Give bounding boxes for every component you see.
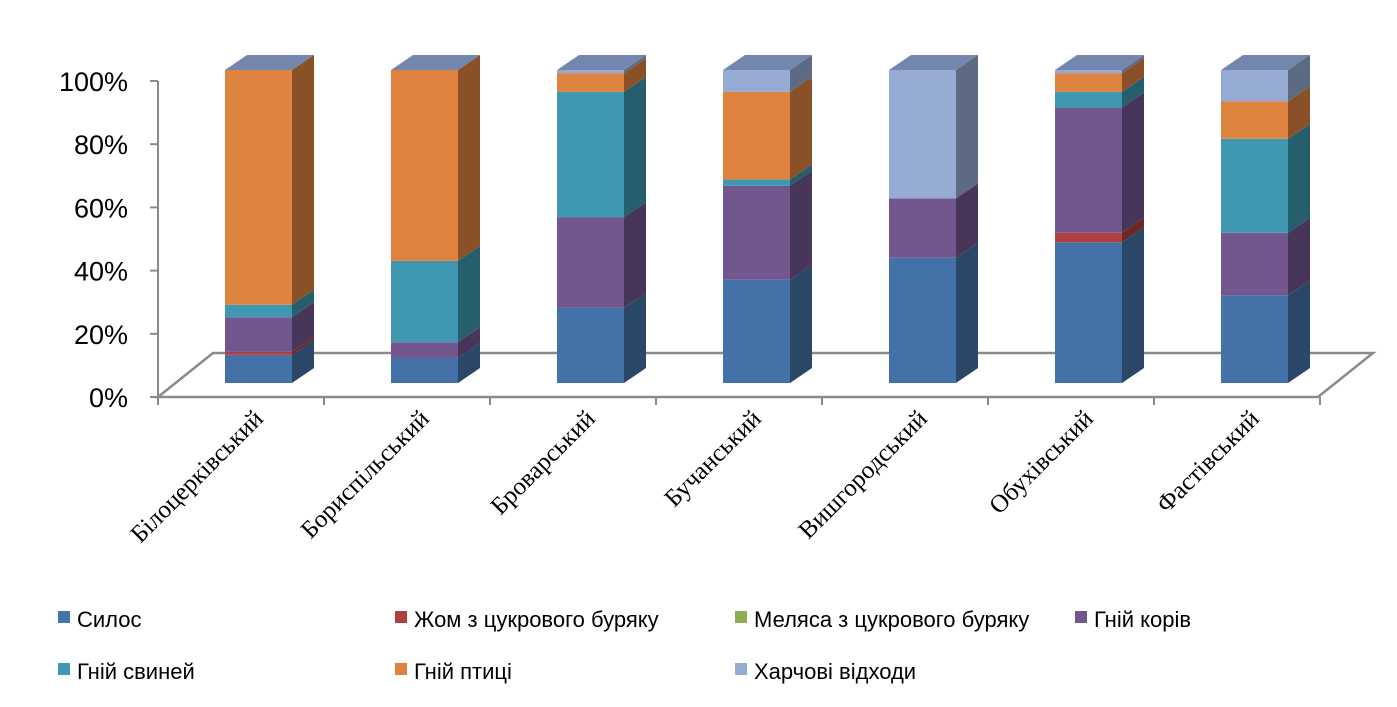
bar-segment [723,171,812,280]
legend-label: Силос [77,607,142,632]
x-tick-label: Бориспільський [296,405,435,544]
x-tick-label: Бучанський [659,405,766,512]
bar-stack [889,55,978,383]
legend-swatch [735,663,747,675]
bar-stack [557,55,646,383]
legend-swatch [395,663,407,675]
x-tick-label: Обухівський [984,405,1098,519]
bar-segment [1221,280,1310,383]
legend-item: Гній свиней [58,659,195,684]
legend-swatch [58,663,70,675]
bar-segment [225,55,314,305]
bar-stack [723,55,812,383]
x-tick-label: Білоцерківський [126,405,269,548]
bar-stack [1055,55,1144,383]
x-tick-label: Фастівський [1152,405,1265,518]
legend-item: Харчові відходи [735,659,916,684]
bar-stack [1221,55,1310,383]
legend-item: Гній корів [1075,607,1191,632]
bar-segment [557,77,646,217]
y-tick-label: 60% [74,193,128,223]
y-tick-label: 100% [59,67,128,97]
legend-label: Гній птиці [414,659,512,684]
x-tick-label: Вишгородський [794,405,933,544]
bar-stack [225,55,314,383]
legend-item: Силос [58,607,142,632]
bars [225,55,1310,383]
stacked-bar-chart: 0% 20% 40% 60% 80% 100% Білоцерківський Борисп… [0,0,1397,707]
bar-segment [723,265,812,383]
legend: Силос Жом з цукрового буряку Меляса з цукр… [58,607,1191,684]
bar-segment [889,55,978,198]
legend-swatch [735,611,747,623]
x-axis-labels: Білоцерківський Бориспільський Броварський… [126,405,1265,548]
x-tick-label: Броварський [486,405,601,520]
y-tick-label: 0% [89,383,128,413]
bar-segment [391,55,480,261]
legend-label: Гній корів [1094,607,1191,632]
legend-label: Меляса з цукрового буряку [754,607,1029,632]
legend-swatch [395,611,407,623]
legend-item: Меляса з цукрового буряку [735,607,1029,632]
y-tick-label: 20% [74,320,128,350]
legend-item: Жом з цукрового буряку [395,607,659,632]
bar-segment [1221,124,1310,233]
y-tick-label: 80% [74,130,128,160]
bar-stack [391,55,480,383]
bar-segment [723,77,812,180]
legend-label: Гній свиней [77,659,195,684]
bar-segment [1055,93,1144,233]
legend-label: Жом з цукрового буряку [414,607,659,632]
legend-swatch [58,611,70,623]
bar-segment [889,243,978,383]
legend-label: Харчові відходи [754,659,916,684]
bar-segment [1055,227,1144,383]
y-tick-label: 40% [74,257,128,287]
legend-swatch [1075,611,1087,623]
legend-item: Гній птиці [395,659,512,684]
bar-segment [557,202,646,308]
